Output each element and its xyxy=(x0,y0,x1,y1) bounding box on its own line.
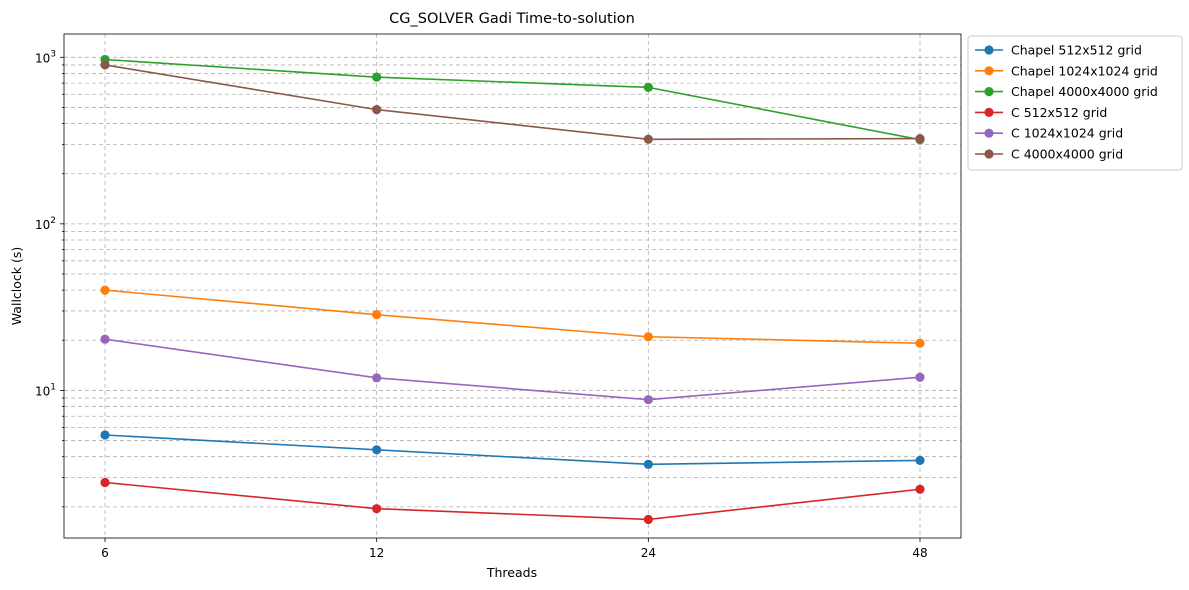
series-group xyxy=(100,477,925,525)
legend: Chapel 512x512 grid Chapel 1024x1024 grid… xyxy=(967,35,1183,171)
data-point xyxy=(372,504,382,514)
data-point xyxy=(100,285,110,295)
series-group xyxy=(100,430,925,469)
data-point xyxy=(643,395,653,405)
data-point xyxy=(915,484,925,494)
data-point xyxy=(643,459,653,469)
data-point xyxy=(372,310,382,320)
x-tick-label: 24 xyxy=(641,546,656,560)
legend-marker xyxy=(984,45,994,55)
legend-marker xyxy=(984,149,994,159)
legend-marker xyxy=(984,128,994,138)
y-tick-label: 101 xyxy=(35,382,56,398)
series-group xyxy=(100,60,925,144)
data-point xyxy=(372,445,382,455)
legend-marker xyxy=(984,107,994,117)
y-tick-label: 103 xyxy=(35,49,56,65)
legend-label: Chapel 4000x4000 grid xyxy=(1011,84,1158,99)
series-line xyxy=(104,58,921,141)
series-group xyxy=(100,285,925,348)
series-group xyxy=(100,334,925,405)
x-tick-label: 12 xyxy=(369,546,384,560)
legend-entry: C 1024x1024 grid xyxy=(975,126,1123,141)
series-line xyxy=(104,481,921,521)
data-point xyxy=(372,105,382,115)
legend-label: C 1024x1024 grid xyxy=(1011,126,1123,141)
series-line xyxy=(104,434,921,466)
data-point xyxy=(915,455,925,466)
legend-marker xyxy=(984,66,994,76)
x-tick-label: 48 xyxy=(912,546,927,560)
x-tick-label: 6 xyxy=(101,546,109,560)
data-point xyxy=(643,514,653,525)
legend-frame xyxy=(967,35,1183,171)
data-point xyxy=(372,72,382,82)
x-axis-label: Threads xyxy=(486,565,537,580)
legend-label: C 4000x4000 grid xyxy=(1011,147,1123,162)
data-point xyxy=(915,338,925,348)
series-line xyxy=(104,289,921,345)
y-axis-label: Wallclock (s) xyxy=(9,247,24,326)
data-point xyxy=(915,133,925,144)
legend-marker xyxy=(984,87,994,97)
data-point xyxy=(100,334,110,344)
legend-entry: Chapel 1024x1024 grid xyxy=(975,63,1158,78)
data-point xyxy=(643,134,653,144)
data-point xyxy=(100,477,110,488)
legend-label: Chapel 512x512 grid xyxy=(1011,43,1142,58)
chart-title: CG_SOLVER Gadi Time-to-solution xyxy=(389,11,635,27)
data-point xyxy=(372,373,382,383)
legend-items: Chapel 512x512 grid Chapel 1024x1024 grid… xyxy=(975,43,1158,162)
data-point xyxy=(643,82,653,92)
axis-ticks: 6 12 24 48 101 102 103 xyxy=(35,49,928,560)
series-line xyxy=(104,64,921,141)
legend-entry: Chapel 512x512 grid xyxy=(975,43,1142,58)
series-lines xyxy=(100,54,925,525)
data-point xyxy=(643,332,653,342)
legend-entry: C 4000x4000 grid xyxy=(975,147,1123,162)
legend-entry: C 512x512 grid xyxy=(975,105,1107,120)
series-line xyxy=(104,338,921,401)
legend-label: C 512x512 grid xyxy=(1011,105,1107,120)
plot-area-frame xyxy=(63,33,962,539)
y-tick-label: 102 xyxy=(35,216,56,232)
legend-label: Chapel 1024x1024 grid xyxy=(1011,63,1158,78)
data-point xyxy=(100,430,110,440)
data-point xyxy=(915,372,925,382)
legend-entry: Chapel 4000x4000 grid xyxy=(975,84,1158,99)
data-point xyxy=(100,60,110,70)
